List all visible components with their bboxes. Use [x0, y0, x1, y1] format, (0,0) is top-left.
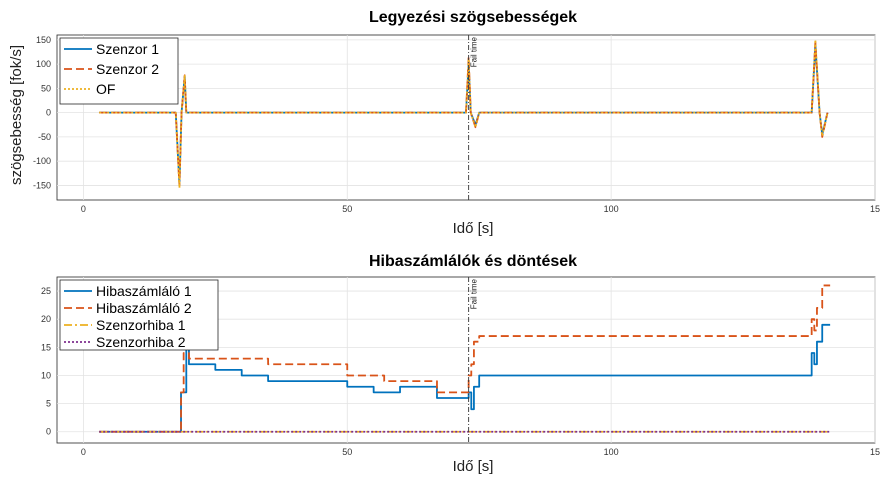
top-chart-y-tick-label: 150	[36, 35, 51, 45]
bottom-chart-x-axis-label: Idő [s]	[453, 458, 494, 475]
top-chart-y-tick-label: 100	[36, 59, 51, 69]
top-chart-legend-label-2: Szenzor 2	[96, 61, 159, 77]
top-chart-y-axis-label: szögsebesség [fok/s]	[8, 45, 25, 185]
bottom-chart-y-tick-label: 20	[41, 314, 51, 324]
bottom-chart-panel: Hibaszámlálók és döntések Idő [s] 0 5 10 15…	[41, 253, 880, 475]
bottom-chart-x-tick-label: 0	[81, 447, 86, 457]
bottom-chart-y-tick-label: 25	[41, 286, 51, 296]
top-chart-x-axis-label: Idő [s]	[453, 220, 494, 237]
top-chart-x-tick-label: 100	[604, 204, 619, 214]
top-chart-fail-time-label: Fail time	[470, 36, 479, 67]
bottom-chart-y-tick-label: 5	[46, 399, 51, 409]
top-chart-legend-label-1: Szenzor 1	[96, 41, 159, 57]
bottom-chart-x-tick-label: 50	[342, 447, 352, 457]
bottom-chart-y-tick-label: 10	[41, 370, 51, 380]
bottom-chart-series-line-2	[99, 284, 831, 433]
bottom-chart-fail-time-label: Fail time	[470, 278, 479, 309]
bottom-chart-legend-label-4: Szenzorhiba 2	[96, 334, 186, 350]
top-chart-title: Legyezési szögsebességek	[369, 9, 577, 26]
top-chart-series-line-3	[99, 38, 829, 189]
top-chart-axes-box	[56, 34, 876, 201]
top-chart-y-tick-label: -50	[38, 132, 51, 142]
top-chart-x-tick-label: 0	[81, 204, 86, 214]
top-chart-y-tick-label: 50	[41, 83, 51, 93]
bottom-chart-x-tick-label: 15	[870, 447, 880, 457]
bottom-chart-x-tick-label: 100	[604, 447, 619, 457]
top-chart-legend-label-3: OF	[96, 81, 115, 97]
bottom-chart-title: Hibaszámlálók és döntések	[369, 253, 577, 270]
bottom-chart-legend-label-2: Hibaszámláló 2	[96, 300, 192, 316]
bottom-chart-y-tick-label: 15	[41, 342, 51, 352]
top-chart-y-tick-label: -100	[33, 156, 51, 166]
top-chart-x-tick-label: 15	[870, 204, 880, 214]
top-chart-panel: Legyezési szögsebességek Idő [s] szögseb…	[8, 9, 880, 237]
top-chart-y-tick-label: 0	[46, 108, 51, 118]
bottom-chart-y-tick-label: 0	[46, 427, 51, 437]
bottom-chart-legend-label-1: Hibaszámláló 1	[96, 283, 192, 299]
top-chart-y-tick-label: -150	[33, 180, 51, 190]
bottom-chart-legend-label-3: Szenzorhiba 1	[96, 317, 186, 333]
top-chart-x-tick-label: 50	[342, 204, 352, 214]
